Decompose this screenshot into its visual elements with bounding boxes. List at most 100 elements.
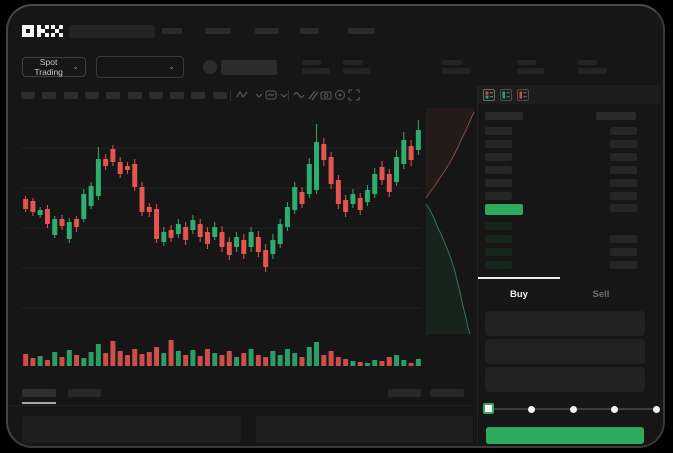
fullscreen-icon[interactable] (348, 89, 360, 101)
nav-item-placeholder[interactable] (255, 28, 279, 34)
volume-bar (284, 349, 290, 366)
timeframe-placeholder[interactable] (63, 92, 78, 99)
indicators-icon[interactable] (265, 89, 277, 101)
candle-body (37, 210, 43, 215)
total-input-placeholder[interactable] (485, 367, 645, 392)
bottom-action-placeholder[interactable] (430, 389, 464, 397)
candle-body (263, 250, 269, 267)
orderbook-ask-price-placeholder (485, 127, 512, 135)
timeframe-placeholder[interactable] (106, 92, 121, 99)
slider-stop[interactable] (611, 405, 618, 413)
volume-bar (292, 353, 298, 366)
timeframe-placeholder[interactable] (191, 92, 206, 99)
pair-selector[interactable]: ⌄ (96, 56, 184, 78)
depth-bid-line (425, 203, 471, 334)
chevron-down-icon[interactable] (253, 90, 265, 102)
settings-icon[interactable] (334, 89, 346, 101)
candle-body (314, 142, 320, 190)
candlestick-chart[interactable] (22, 112, 422, 368)
market-type-selector[interactable]: Spot Trading ⌄ (22, 57, 86, 77)
volume-bar (328, 351, 334, 366)
chevron-down-icon[interactable] (278, 90, 290, 102)
volume-bar (204, 349, 210, 366)
volume-bar (88, 352, 94, 366)
orderbook-ask-size-placeholder (610, 179, 637, 187)
volume-bar (263, 357, 269, 366)
candle-body (372, 174, 378, 194)
candle-body (350, 194, 356, 204)
nav-item-placeholder[interactable] (205, 28, 231, 34)
timeframe-placeholder[interactable] (42, 92, 57, 99)
nav-item-placeholder[interactable] (300, 28, 319, 34)
orderbook-row-size-placeholder (610, 204, 637, 212)
orderbook-asks-icon[interactable] (517, 89, 529, 101)
bottom-tab-active-placeholder[interactable] (22, 389, 56, 397)
candle-body (284, 207, 290, 227)
timeframe-placeholder[interactable] (21, 92, 35, 99)
nav-item-placeholder[interactable] (348, 28, 375, 34)
orderbook-combined-icon[interactable] (483, 89, 495, 101)
timeframe-placeholder[interactable] (84, 92, 99, 99)
candle-body (343, 200, 349, 212)
tab-sell[interactable]: Sell (592, 289, 610, 300)
buy-submit-button[interactable] (486, 427, 644, 444)
orderbook-bids-icon[interactable] (500, 89, 512, 101)
volume-bar (132, 349, 138, 366)
volume-bar (379, 361, 385, 366)
candle-body (241, 240, 247, 254)
nav-item-placeholder[interactable] (162, 28, 182, 34)
candle-body (88, 186, 94, 206)
slider-stop[interactable] (569, 405, 577, 413)
candle-body (234, 237, 240, 247)
candle-body (74, 219, 80, 227)
volume-bar (343, 359, 349, 366)
timeframe-placeholder[interactable] (170, 92, 185, 99)
candle-body (59, 219, 65, 226)
volume-bar (219, 355, 225, 366)
orderbook-bid-size-placeholder (610, 261, 637, 269)
bottom-action-placeholder[interactable] (388, 389, 421, 397)
search-input[interactable] (69, 25, 155, 38)
candle-body (357, 198, 363, 210)
bottom-panel-placeholder (256, 416, 473, 443)
compare-icon[interactable] (307, 89, 319, 101)
volume-bar (139, 354, 145, 366)
candle-body (270, 240, 276, 254)
snapshot-icon[interactable] (320, 89, 332, 101)
volume-bar (183, 355, 189, 366)
orderbook-ask-size-placeholder (610, 192, 637, 200)
orderbook-ask-size-placeholder (610, 127, 637, 135)
volume-bar (197, 356, 203, 366)
bottom-tab-placeholder[interactable] (68, 389, 101, 397)
pair-title-placeholder (221, 60, 277, 75)
candle-body (30, 201, 36, 212)
volume-bar (226, 351, 232, 366)
line-tool-icon[interactable] (293, 89, 305, 101)
depth-overlay (425, 108, 475, 334)
price-input-placeholder[interactable] (485, 311, 645, 336)
candle-body (52, 219, 58, 235)
volume-bar (248, 349, 254, 366)
candle-body (183, 227, 189, 240)
volume-bar (386, 357, 392, 366)
timeframe-placeholder[interactable] (127, 92, 142, 99)
volume-bar (394, 355, 400, 366)
slider-stop[interactable] (528, 405, 535, 413)
candle-body (154, 209, 160, 239)
volume-bar (154, 347, 160, 366)
chart-style-icon[interactable] (236, 89, 248, 101)
timeframe-placeholder[interactable] (148, 92, 163, 99)
volume-bar (277, 355, 283, 366)
slider-stop[interactable] (652, 405, 660, 413)
chevron-down-icon: ⌄ (168, 62, 175, 71)
amount-input-placeholder[interactable] (485, 339, 645, 364)
tab-buy[interactable]: Buy (510, 289, 528, 300)
orderbook-bid-price-placeholder (485, 235, 512, 243)
timeframe-placeholder[interactable] (212, 92, 227, 99)
volume-bar (299, 357, 305, 366)
depth-ask-line (425, 111, 475, 199)
candle-body (146, 207, 152, 212)
slider-handle[interactable] (483, 403, 494, 414)
volume-bar (306, 347, 312, 366)
